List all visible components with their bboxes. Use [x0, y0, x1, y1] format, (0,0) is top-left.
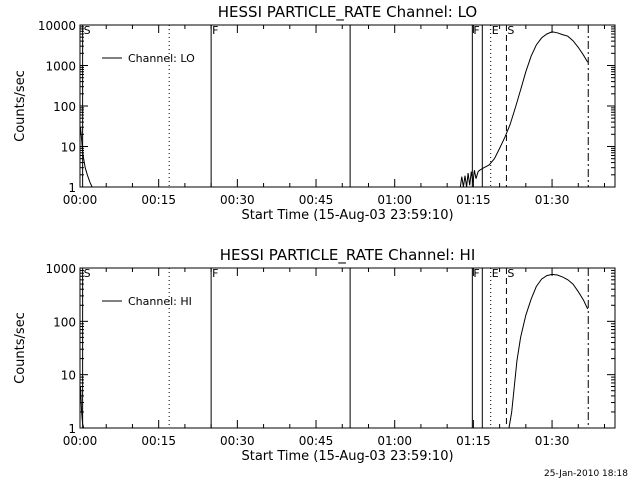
event-marker-label: F [212, 24, 218, 37]
y-tick-label: 1000 [45, 60, 76, 74]
y-tick-label: 10000 [38, 19, 76, 33]
x-tick-label: 00:30 [220, 193, 255, 207]
event-marker-label: S [84, 24, 91, 37]
x-tick-label: 00:45 [299, 193, 334, 207]
x-tick-label: 00:45 [299, 434, 334, 448]
x-tick-label: 00:00 [63, 434, 98, 448]
footer-date: 25-Jan-2010 18:18 [544, 469, 628, 479]
event-marker-label: F [212, 267, 218, 280]
series-line [508, 273, 589, 429]
plot-frame [79, 267, 616, 429]
x-tick-label: 00:30 [220, 434, 255, 448]
event-marker-label: E [492, 24, 499, 37]
y-tick-label: 100 [53, 315, 76, 329]
legend-label: Channel: LO [128, 52, 195, 65]
event-marker-label: S [84, 267, 91, 280]
series-line [459, 31, 589, 188]
y-tick-label: 10 [61, 141, 76, 155]
panel-lo: HESSI PARTICLE_RATE Channel: LO 00:00 00:1… [13, 3, 616, 223]
x-axis-label: Start Time (15-Aug-03 23:59:10) [241, 208, 453, 223]
x-tick-label: 00:15 [141, 193, 176, 207]
event-marker-label: S [507, 24, 514, 37]
panel-hi: HESSI PARTICLE_RATE Channel: HI 00:00 00:1… [13, 246, 616, 464]
y-tick-label: 1 [68, 422, 76, 436]
event-marker-label: F [473, 24, 479, 37]
event-marker-label: F [473, 267, 479, 280]
x-tick-label: 00:00 [63, 193, 98, 207]
x-tick-label: 00:15 [141, 434, 176, 448]
x-tick-label: 01:00 [377, 434, 412, 448]
event-marker-label: S [507, 267, 514, 280]
event-marker-label: E [492, 267, 499, 280]
y-tick-label: 100 [53, 100, 76, 114]
y-tick-label: 1000 [45, 262, 76, 276]
x-tick-label: 01:00 [377, 193, 412, 207]
y-axis-label: Counts/sec [13, 312, 28, 384]
chart-title: HESSI PARTICLE_RATE Channel: LO [218, 3, 477, 22]
y-tick-label: 1 [68, 181, 76, 195]
series-line [80, 127, 93, 188]
y-axis-label: Counts/sec [13, 70, 28, 142]
chart-title: HESSI PARTICLE_RATE Channel: HI [220, 246, 476, 265]
x-tick-label: 01:30 [535, 193, 570, 207]
x-tick-label: 01:30 [535, 434, 570, 448]
legend-label: Channel: HI [128, 295, 192, 308]
x-tick-label: 01:15 [456, 434, 491, 448]
x-tick-label: 01:15 [456, 193, 491, 207]
y-tick-label: 10 [61, 369, 76, 383]
series-line [80, 386, 85, 429]
x-axis-label: Start Time (15-Aug-03 23:59:10) [241, 449, 453, 464]
